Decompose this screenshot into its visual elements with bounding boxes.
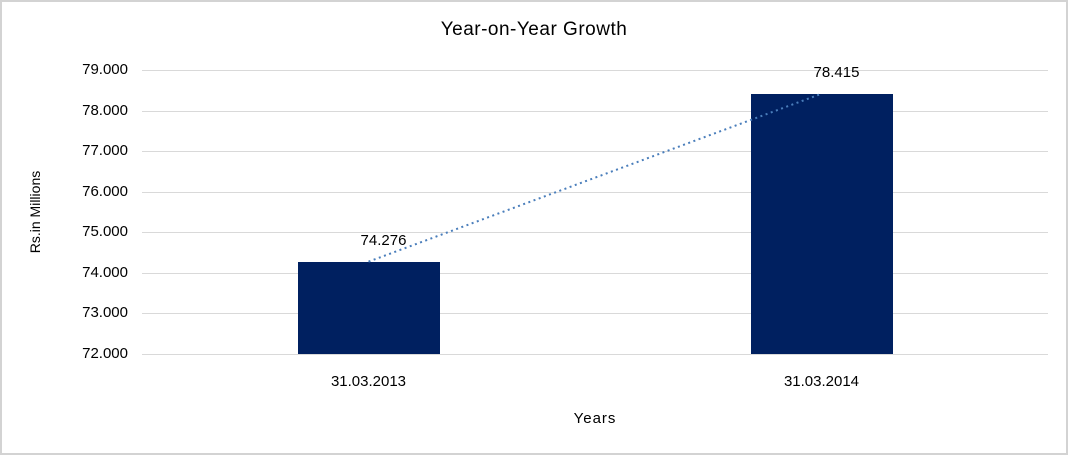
gridline [142,313,1048,315]
y-tick-label: 77.000 [82,142,128,160]
gridline [142,110,1048,112]
gridline [142,232,1048,234]
y-tick-label: 79.000 [82,61,128,78]
bar-value-label: 78.415 [813,63,860,81]
y-tick-label: 73.000 [82,304,128,322]
gridline [142,272,1048,274]
bar-31.03.2013 [297,261,440,354]
y-tick-label: 74.000 [82,263,128,281]
x-axis-title: Years [573,410,617,427]
gridline [142,191,1048,193]
gridline [142,151,1048,153]
y-tick-label: 78.000 [82,101,128,119]
x-axis-line [142,354,1048,355]
x-tick-label: 31.03.2013 [330,373,407,390]
bar-value-label: 74.276 [360,231,407,249]
chart-title: Year-on-Year Growth [440,19,628,40]
y-tick-label: 76.000 [82,182,128,200]
gridline [142,70,1048,71]
plot-area [142,70,1048,355]
y-tick-label: 75.000 [82,223,128,241]
bar-31.03.2014 [750,93,893,354]
x-tick-label: 31.03.2014 [783,373,860,390]
y-tick-label: 72.000 [82,345,128,362]
